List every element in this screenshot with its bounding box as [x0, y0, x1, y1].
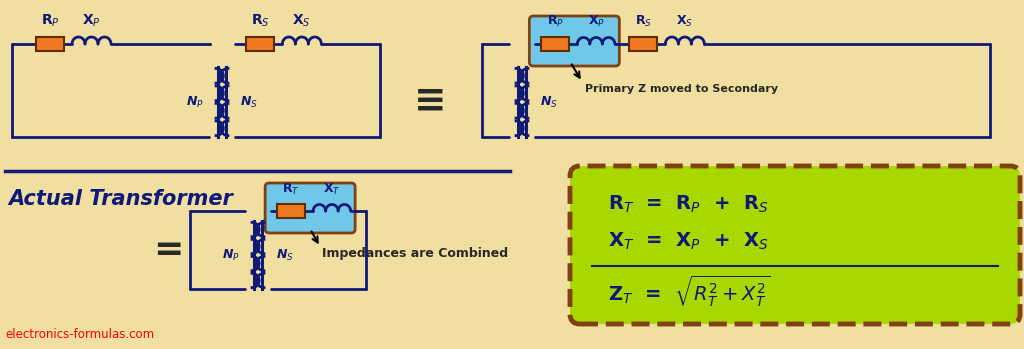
Bar [247, 37, 274, 51]
Text: N$_P$: N$_P$ [222, 247, 240, 262]
Text: X$_P$: X$_P$ [82, 13, 100, 29]
FancyBboxPatch shape [265, 183, 355, 233]
FancyBboxPatch shape [529, 16, 620, 66]
Text: N$_S$: N$_S$ [276, 247, 294, 262]
Text: X$_T$  =  X$_P$  +  X$_S$: X$_T$ = X$_P$ + X$_S$ [608, 230, 769, 252]
Text: =: = [153, 233, 183, 267]
Text: electronics-formulas.com: electronics-formulas.com [5, 328, 155, 341]
Text: X$_S$: X$_S$ [293, 13, 311, 29]
Bar [542, 37, 569, 51]
Text: N$_S$: N$_S$ [540, 95, 558, 110]
Text: X$_T$: X$_T$ [323, 182, 341, 197]
Text: Z$_T$  =  $\sqrt{R_T^2 + X_T^2}$: Z$_T$ = $\sqrt{R_T^2 + X_T^2}$ [608, 273, 770, 309]
Bar [278, 204, 305, 218]
Text: Primary Z moved to Secondary: Primary Z moved to Secondary [586, 84, 778, 94]
Bar [36, 37, 63, 51]
Text: R$_T$: R$_T$ [283, 182, 300, 197]
Text: R$_S$: R$_S$ [251, 13, 269, 29]
Text: X$_P$: X$_P$ [588, 14, 604, 29]
Text: R$_P$: R$_P$ [41, 13, 59, 29]
Text: Impedances are Combined: Impedances are Combined [323, 247, 508, 260]
Text: R$_T$  =  R$_P$  +  R$_S$: R$_T$ = R$_P$ + R$_S$ [608, 193, 768, 215]
Text: R$_P$: R$_P$ [547, 14, 564, 29]
Text: ≡: ≡ [414, 82, 446, 120]
Text: N$_P$: N$_P$ [185, 95, 204, 110]
Bar [630, 37, 657, 51]
Text: R$_S$: R$_S$ [635, 14, 652, 29]
Text: Actual Transformer: Actual Transformer [8, 189, 232, 209]
Text: N$_S$: N$_S$ [241, 95, 258, 110]
FancyBboxPatch shape [570, 166, 1020, 324]
Text: X$_S$: X$_S$ [676, 14, 693, 29]
